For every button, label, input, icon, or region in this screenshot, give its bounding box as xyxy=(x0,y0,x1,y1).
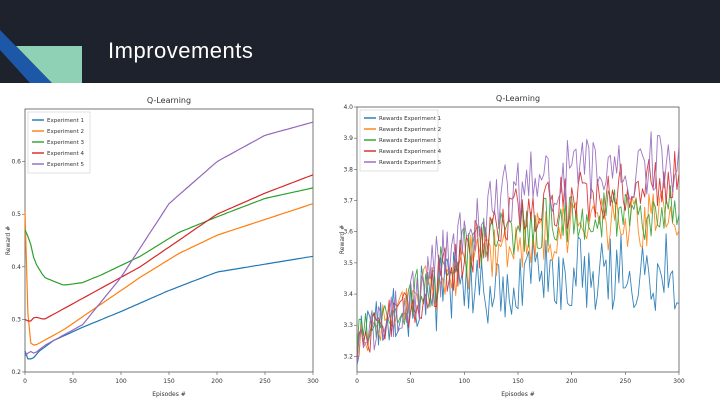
chart-1-x-tick-label-2: 100 xyxy=(115,378,127,385)
chart-1-x-tick-label-5: 250 xyxy=(259,378,271,385)
chart-1-series-line-2 xyxy=(24,203,314,346)
chart-1-x-tick-label-6: 300 xyxy=(307,378,319,385)
chart-1-legend-label-1: Experiment 1 xyxy=(47,118,84,124)
chart-q-learning-rewards: Q-Learning 0 50 100 150 200 250 300 3.2 3.3 3.4 3.5… xyxy=(337,94,691,400)
chart-2-x-axis-label: Episodes # xyxy=(501,391,535,398)
chart-1-y-axis-label: Reward # xyxy=(5,226,12,255)
chart-2-y-tick-label-5: 3.7 xyxy=(343,198,353,205)
chart-2-x-tick-label-5: 250 xyxy=(620,378,632,385)
chart-2-legend-label-5: Rewards Experiment 5 xyxy=(379,160,442,166)
chart-2-y-tick-label-2: 3.4 xyxy=(343,291,353,298)
chart-1-series-line-5 xyxy=(24,121,314,357)
chart-2-y-tick-label-1: 3.3 xyxy=(343,322,353,329)
chart-1-legend-label-2: Experiment 2 xyxy=(47,129,84,135)
accent-blue-stripe xyxy=(0,30,52,83)
chart-2-x-tick-label-0: 0 xyxy=(355,378,359,385)
chart-2-legend-label-2: Rewards Experiment 2 xyxy=(379,127,441,133)
chart-1-x-tick-label-0: 0 xyxy=(23,378,27,385)
chart-1-y-tick-label-4: 0.6 xyxy=(11,159,21,166)
chart-2-y-axis-label: Reward # xyxy=(339,225,346,254)
chart-left-svg: Q-Learning 0 50 100 150 200 250 300 0.2 0.3 0.4 0.5… xyxy=(5,96,319,398)
chart-2-x-tick-label-4: 200 xyxy=(566,378,578,385)
chart-1-series-line-4 xyxy=(24,174,314,322)
accent-green-stripe xyxy=(16,46,82,83)
chart-2-x-tick-label-1: 50 xyxy=(407,378,415,385)
chart-1-legend-label-4: Experiment 4 xyxy=(47,151,85,157)
chart-2-legend-label-1: Rewards Experiment 1 xyxy=(379,116,441,122)
chart-1-x-tick-label-3: 150 xyxy=(163,378,175,385)
chart-2-y-tick-label-4: 3.6 xyxy=(343,229,353,236)
chart-2-series-line-4 xyxy=(356,151,680,361)
chart-2-y-tick-label-8: 4.0 xyxy=(343,104,353,111)
chart-1-legend-label-5: Experiment 5 xyxy=(47,162,85,168)
chart-1-x-axis-label: Episodes # xyxy=(152,391,186,398)
chart-1-y-tick-label-3: 0.5 xyxy=(11,211,21,218)
chart-1-y-tick-label-1: 0.3 xyxy=(11,316,21,323)
chart-2-x-tick-label-3: 150 xyxy=(512,378,524,385)
chart-2-series-line-5 xyxy=(356,131,680,365)
chart-2-title: Q-Learning xyxy=(496,94,540,103)
chart-2-y-tick-label-6: 3.8 xyxy=(343,166,353,173)
chart-2-legend-label-4: Rewards Experiment 4 xyxy=(379,149,442,155)
slide-header: Improvements xyxy=(0,0,720,83)
chart-q-learning-smooth: Q-Learning 0 50 100 150 200 250 300 0.2 0.3 0.4 0.5… xyxy=(3,94,327,400)
chart-1-y-tick-label-0: 0.2 xyxy=(11,369,21,376)
chart-1-x-tick-label-1: 50 xyxy=(69,378,77,385)
chart-1-legend-label-3: Experiment 3 xyxy=(47,140,85,146)
chart-1-title: Q-Learning xyxy=(147,96,191,105)
chart-1-series-line-3 xyxy=(24,187,314,286)
chart-2-y-tick-label-7: 3.9 xyxy=(343,135,353,142)
chart-2-x-tick-label-6: 300 xyxy=(673,378,685,385)
chart-2-legend-label-3: Rewards Experiment 3 xyxy=(379,138,442,144)
chart-1-y-tick-label-2: 0.4 xyxy=(11,264,21,271)
chart-2-x-tick-label-2: 100 xyxy=(459,378,471,385)
slide-title: Improvements xyxy=(108,38,254,63)
chart-1-series-line-1 xyxy=(24,255,314,360)
chart-2-y-tick-label-0: 3.2 xyxy=(343,353,353,360)
chart-right-svg: Q-Learning 0 50 100 150 200 250 300 3.2 3.3 3.4 3.5… xyxy=(339,94,685,398)
chart-2-y-tick-label-3: 3.5 xyxy=(343,260,353,267)
header-accent-shape xyxy=(0,30,82,83)
chart-1-x-tick-label-4: 200 xyxy=(211,378,223,385)
